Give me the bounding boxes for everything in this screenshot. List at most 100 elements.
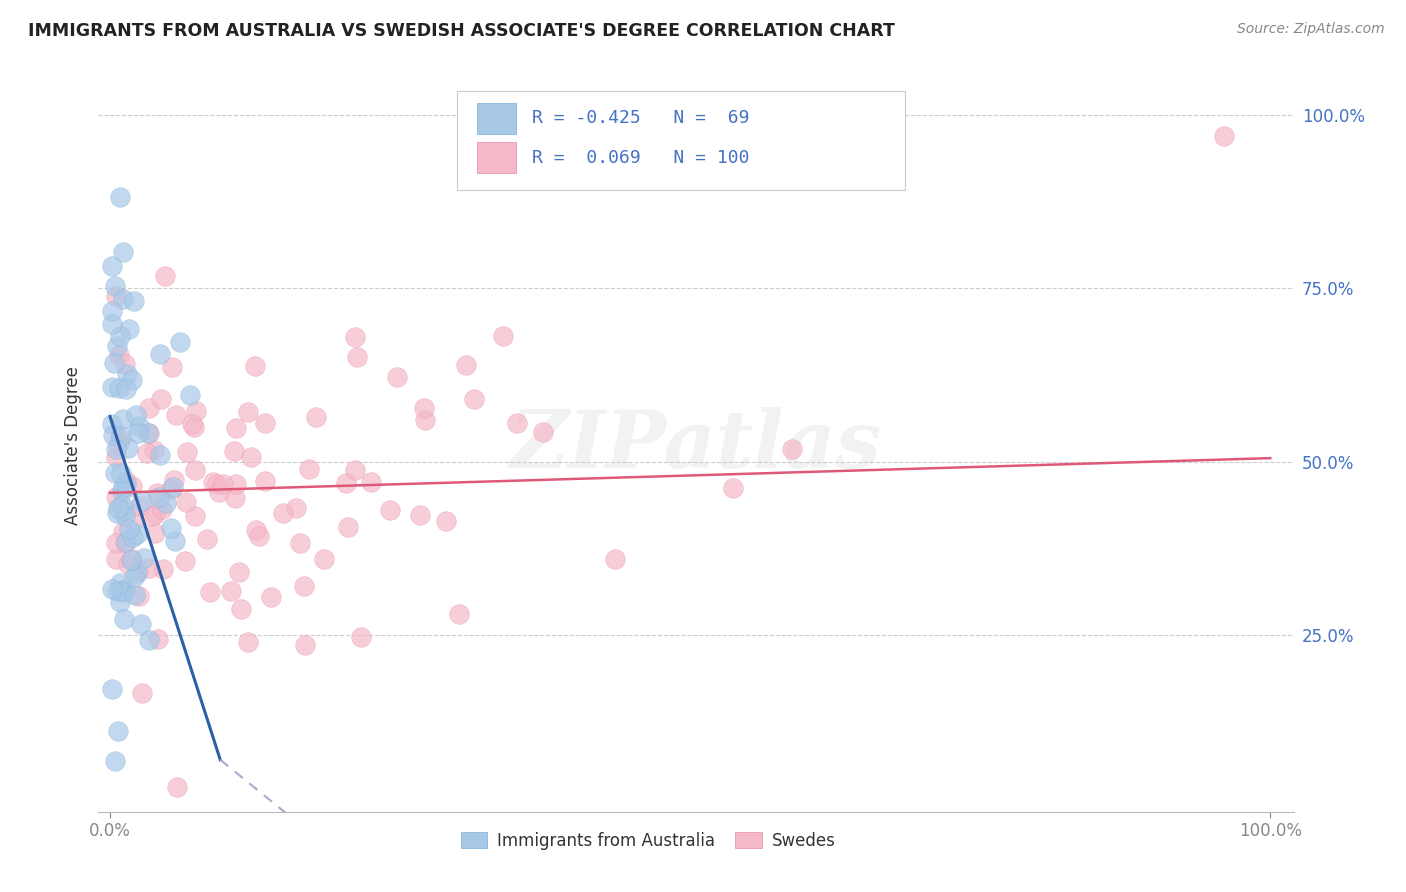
Point [146,632,169,646]
Point [115,367,138,381]
Point [127,563,149,577]
Point [179,388,201,402]
Point [186,404,208,418]
FancyBboxPatch shape [477,103,516,134]
Point [344,329,367,343]
Point [117,441,139,455]
Point [115,476,138,491]
Point [104,466,127,480]
Point [124,588,146,602]
Point [101,427,124,442]
Legend: Immigrants from Australia, Swedes: Immigrants from Australia, Swedes [453,823,844,858]
Point [114,535,136,549]
Point [114,509,136,524]
Point [150,392,173,407]
Point [254,475,277,489]
Point [304,410,326,425]
Point [205,477,228,491]
Point [101,317,124,331]
Point [125,527,148,541]
Point [127,425,149,440]
Point [238,405,260,419]
Point [125,566,148,580]
Point [108,348,131,362]
Point [111,480,134,494]
Point [110,466,132,480]
Point [122,570,145,584]
Point [152,561,174,575]
Point [155,268,177,283]
FancyBboxPatch shape [457,91,905,190]
Point [236,635,259,649]
Point [101,259,124,273]
Point [114,474,136,488]
Point [108,190,131,204]
Point [104,490,127,504]
Point [141,508,163,523]
Point [166,780,188,795]
Point [195,532,218,546]
Point [219,583,242,598]
Point [463,392,485,406]
Point [285,500,308,515]
Point [112,612,135,626]
Point [110,432,132,446]
Point [225,477,247,491]
Point [108,329,131,343]
Point [159,521,181,535]
Point [456,358,478,372]
Point [136,426,159,441]
Point [346,350,368,364]
Point [176,445,198,459]
Text: IMMIGRANTS FROM AUSTRALIA VS SWEDISH ASSOCIATE'S DEGREE CORRELATION CHART: IMMIGRANTS FROM AUSTRALIA VS SWEDISH ASS… [28,22,896,40]
Point [103,356,125,370]
Point [108,595,131,609]
Point [143,443,166,458]
Point [117,557,139,571]
Y-axis label: Associate's Degree: Associate's Degree [65,367,83,525]
Point [243,359,266,373]
Point [200,585,222,599]
Point [385,369,408,384]
Point [101,582,124,596]
Point [105,339,128,353]
Point [229,602,252,616]
Point [131,686,153,700]
Point [201,475,224,489]
Point [101,417,124,431]
Text: Source: ZipAtlas.com: Source: ZipAtlas.com [1237,22,1385,37]
Point [138,632,160,647]
Point [434,514,457,528]
Point [107,501,129,516]
Point [723,481,745,495]
Text: R = -0.425   N =  69: R = -0.425 N = 69 [533,110,749,128]
Point [111,292,134,306]
Point [449,607,471,621]
Point [212,477,235,491]
Point [111,484,134,499]
Point [169,335,191,350]
Point [111,244,134,259]
Point [101,380,124,394]
Point [413,401,436,416]
Point [112,412,135,426]
Point [492,329,515,343]
Point [163,534,186,549]
Point [129,617,152,632]
Point [101,682,124,697]
Point [149,347,172,361]
Point [165,408,187,422]
Point [104,442,127,456]
Point [224,444,246,458]
Point [605,552,627,566]
Point [128,499,150,513]
Point [336,520,359,534]
FancyBboxPatch shape [477,143,516,173]
Point [208,484,231,499]
Point [111,499,134,513]
Point [260,590,283,604]
Point [107,723,129,738]
Point [273,506,295,520]
Text: R =  0.069   N = 100: R = 0.069 N = 100 [533,149,749,167]
Point [122,294,145,309]
